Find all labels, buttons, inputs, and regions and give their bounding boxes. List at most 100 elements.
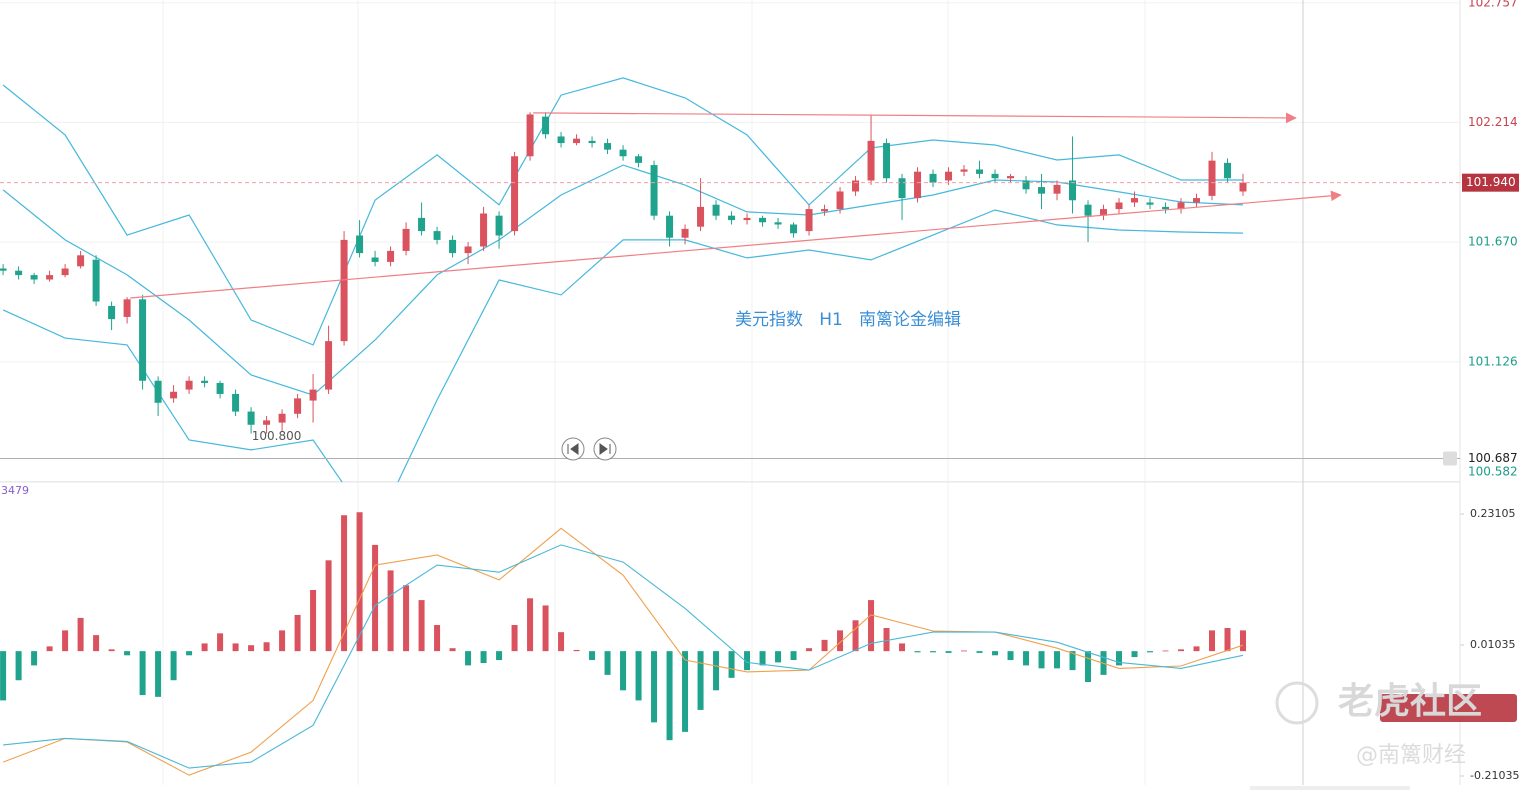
candle-body [1162,206,1170,210]
histogram-bar [139,651,146,696]
candle-body [929,173,937,183]
candle-body [154,380,162,403]
trendline [130,190,1342,299]
next-icon [599,443,611,455]
histogram-bar [558,632,565,652]
alert-price-label: 100.687 [1468,451,1518,465]
histogram-bar [883,627,890,652]
candle-body [635,156,643,163]
histogram-bar [1178,649,1185,652]
histogram-bar [310,590,317,652]
histogram-bar [1085,651,1092,683]
histogram-bar [403,585,410,652]
watermark: 老虎社区 @南篱财经 [1275,681,1517,768]
candle-body [681,228,689,238]
histogram-bar [217,633,224,652]
macd-line [3,544,1244,769]
last-price-label: 101.940 [1466,175,1516,189]
candle-body [402,228,410,251]
histogram-bar [806,648,813,652]
histogram-bar [325,560,332,652]
candle-body [557,136,565,144]
candle-body [1053,184,1061,194]
scrollbar[interactable] [1250,786,1410,790]
histogram-bar [573,649,580,652]
candle-body [170,391,178,399]
candle-body [480,213,488,247]
last-price-box [1462,173,1519,192]
histogram-bar [775,651,782,663]
alert-icon [1443,451,1457,466]
histogram-bar [899,643,906,652]
candle-body [340,239,348,342]
histogram-bar [93,635,100,652]
candle-body [511,156,519,232]
histogram-bar [449,648,456,652]
histogram-bar [930,651,937,653]
histogram-bar [201,643,208,652]
histogram-bar [1007,651,1014,661]
candle-body [309,389,317,401]
histogram-bar [1224,627,1231,652]
candle-body [46,275,54,280]
candle-body [185,380,193,390]
histogram-bar [1193,646,1200,652]
histogram-bar [945,651,952,653]
candle-body [1193,198,1201,203]
histogram-bar [682,651,689,732]
main-grid [0,2,1460,483]
candle-body [1224,162,1232,179]
candle-body [914,171,922,199]
histogram-bar [697,651,704,710]
candle-body [30,275,38,280]
histogram-bar [46,646,53,652]
macd-plot [0,512,1247,776]
vertical-grid [162,0,1146,785]
candle-body [743,217,751,221]
y-tick-label: 100.582 [1468,465,1518,479]
candle-body [201,380,209,383]
indicator-label: 3479 [1,484,29,497]
candle-body [867,140,875,181]
candle-body [123,299,131,317]
histogram-bar [294,614,301,652]
candle-body [1100,209,1108,216]
candle-body [1007,176,1015,179]
candle-body [0,268,7,271]
candle-body [542,116,550,135]
histogram-bar [1116,651,1123,666]
histogram-bar [341,515,348,652]
candle-body [1069,180,1077,201]
y-tick-label: -0.21035 [1470,769,1519,782]
candle-body [991,173,999,179]
y-tick-label: 102.757 [1468,0,1518,9]
histogram-bar [124,651,131,656]
candle-body [1208,160,1216,196]
histogram-bar [1162,650,1169,652]
histogram-bar [186,651,193,656]
candle-body [588,140,596,144]
candle-body [774,222,782,225]
playback-buttons[interactable] [561,437,617,461]
candle-body [852,180,860,192]
y-tick-label: 0.23105 [1470,507,1516,520]
candle-body [650,165,658,216]
histogram-bar [713,651,720,691]
candle-body [1038,187,1046,194]
histogram-bar [821,639,828,652]
histogram-bar [976,651,983,653]
band-upper [2,77,1243,346]
y-tick-label: 0.01035 [1470,638,1516,651]
histogram-bar [108,649,115,652]
candle-body [1022,180,1030,190]
watermark-author: @南篱财经 [1356,743,1466,768]
histogram-bar [1023,651,1030,666]
histogram-bar [0,651,7,701]
candle-body [573,138,581,144]
candle-body [526,114,534,157]
histogram-bar [15,651,22,681]
watermark-brand: 老虎社区 [1338,681,1482,722]
histogram-bar [496,651,503,661]
